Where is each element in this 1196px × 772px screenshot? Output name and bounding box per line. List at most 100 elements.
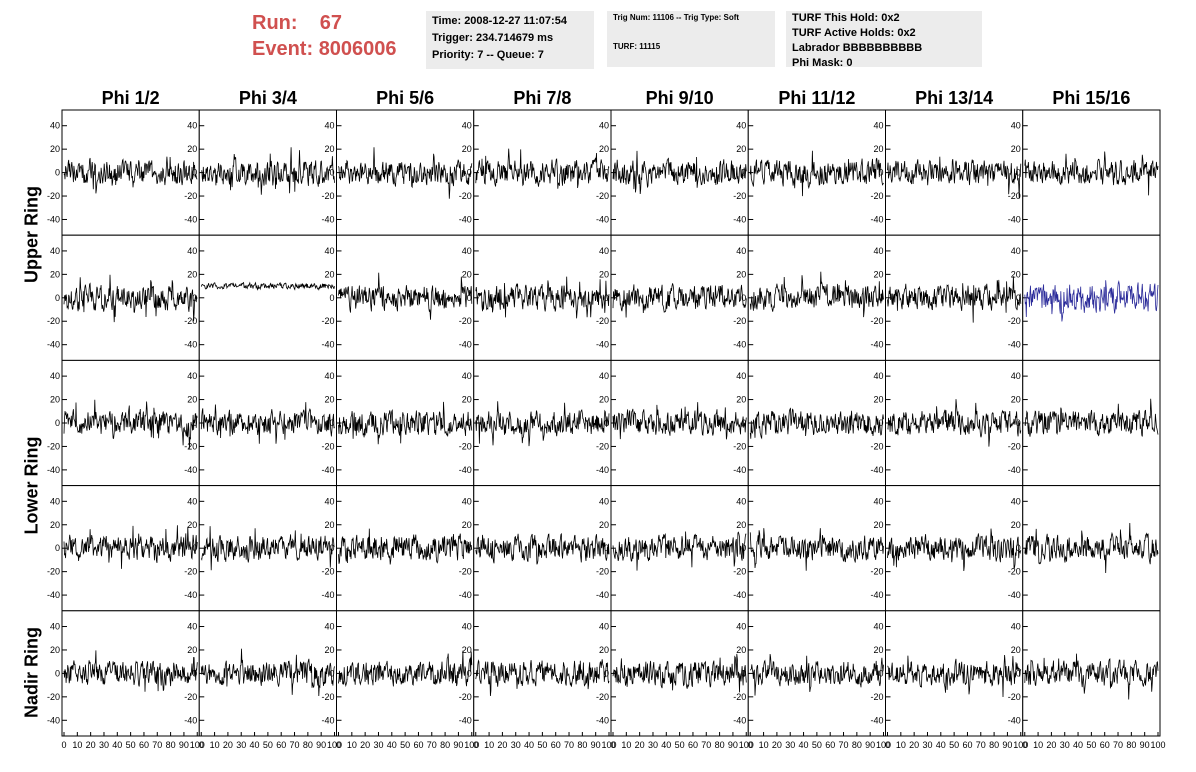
x-tick-label: 90	[316, 740, 326, 750]
y-tick-label: -20	[459, 441, 472, 451]
waveform-trace	[63, 650, 198, 692]
x-tick-label: 70	[1113, 740, 1123, 750]
y-tick-label: 20	[599, 395, 609, 405]
waveform-panel: 40 20 0 -20 -40	[459, 109, 612, 236]
waveform-panel: 40 20 0 -20 -40	[321, 234, 475, 361]
y-tick-label: -20	[733, 316, 746, 326]
x-tick-label: 60	[688, 740, 698, 750]
y-tick-label: -20	[47, 692, 60, 702]
waveform-trace	[1024, 280, 1159, 322]
y-tick-label: 0	[604, 418, 609, 428]
y-tick-label: 40	[599, 622, 609, 632]
x-tick-label: 20	[772, 740, 782, 750]
y-tick-label: -20	[459, 316, 472, 326]
x-tick-label: 60	[962, 740, 972, 750]
y-tick-label: 0	[741, 668, 746, 678]
column-header: Phi 7/8	[513, 88, 572, 108]
y-tick-label: -20	[321, 567, 334, 577]
x-tick-label: 70	[427, 740, 437, 750]
turf-info-box: TURF This Hold: 0x2 TURF Active Holds: 0…	[786, 11, 982, 69]
waveform-panel: 40 20 0 -20 -40	[184, 109, 337, 236]
x-tick-label: 40	[524, 740, 534, 750]
y-tick-label: 0	[878, 418, 883, 428]
y-tick-label: 20	[187, 144, 197, 154]
y-tick-label: -40	[870, 214, 883, 224]
y-tick-label: -20	[596, 692, 609, 702]
time-info-box: Time: 2008-12-27 11:07:54 Trigger: 234.7…	[426, 11, 594, 69]
turf-num-text: TURF: 11115	[613, 42, 661, 51]
priority-text: Priority: 7 -- Queue: 7	[432, 49, 544, 61]
y-tick-label: 0	[467, 668, 472, 678]
x-tick-label: 40	[250, 740, 260, 750]
waveform-panel: 40 20 0 -20 -40	[733, 485, 886, 612]
y-tick-label: 0	[741, 168, 746, 178]
x-tick-label: 70	[564, 740, 574, 750]
y-tick-label: -20	[47, 567, 60, 577]
x-tick-label: 60	[1100, 740, 1110, 750]
x-tick-label: 80	[1126, 740, 1136, 750]
x-tick-label: 0	[748, 740, 753, 750]
y-tick-label: -40	[1008, 214, 1021, 224]
x-tick-label: 90	[591, 740, 601, 750]
waveform-trace	[63, 156, 198, 194]
y-tick-label: 0	[467, 293, 472, 303]
x-tick-label: 80	[852, 740, 862, 750]
waveform-trace	[338, 401, 473, 445]
x-tick-label: 70	[839, 740, 849, 750]
waveform-trace	[63, 525, 198, 569]
x-tick-label: 80	[440, 740, 450, 750]
panel-frame	[198, 610, 337, 737]
y-tick-label: 0	[741, 293, 746, 303]
y-tick-label: 20	[736, 645, 746, 655]
waveform-trace	[887, 654, 1022, 698]
x-tick-label: 90	[179, 740, 189, 750]
waveform-panel: 40 20 0 -20 -40	[47, 359, 200, 487]
x-tick-label: 50	[537, 740, 547, 750]
y-tick-label: 40	[599, 121, 609, 131]
x-tick-label: 10	[621, 740, 631, 750]
waveform-trace	[338, 147, 473, 199]
y-tick-label: 40	[462, 496, 472, 506]
x-tick-label: 100	[327, 740, 342, 750]
waveform-panel: 40 20 0 -20 -40	[1008, 485, 1161, 612]
x-tick-label: 60	[276, 740, 286, 750]
y-tick-label: 0	[878, 293, 883, 303]
waveform-panel: 40 20 0 -20 -40	[459, 610, 612, 737]
panel-frame	[885, 359, 1024, 487]
y-tick-label: 40	[1011, 121, 1021, 131]
y-tick-label: 40	[50, 622, 60, 632]
y-tick-label: -20	[870, 191, 883, 201]
waveform-panel: 40 20 0 -20 -40	[184, 485, 337, 612]
y-tick-label: 20	[187, 269, 197, 279]
y-tick-label: -20	[321, 441, 334, 451]
x-tick-label: 30	[922, 740, 932, 750]
x-tick-label: 90	[865, 740, 875, 750]
x-tick-label: 100	[601, 740, 616, 750]
x-tick-label: 70	[976, 740, 986, 750]
y-tick-label: -20	[1008, 316, 1021, 326]
waveform-panel: 40 20 0 -20 -40	[184, 359, 337, 487]
y-tick-label: 20	[599, 144, 609, 154]
y-tick-label: 20	[187, 645, 197, 655]
x-tick-label: 40	[936, 740, 946, 750]
y-tick-label: 0	[329, 668, 334, 678]
waveform-panel: 40 20 0 -20 -40	[1008, 109, 1161, 236]
waveform-trace	[475, 276, 610, 319]
waveform-panel: 40 20 0 -20 -40	[596, 610, 749, 737]
y-tick-label: 0	[1016, 668, 1021, 678]
x-tick-label: 60	[825, 740, 835, 750]
y-tick-label: 0	[604, 293, 609, 303]
waveform-trace	[887, 528, 1022, 572]
x-tick-label: 50	[949, 740, 959, 750]
y-tick-label: 0	[192, 293, 197, 303]
y-tick-label: -20	[1008, 567, 1021, 577]
y-tick-label: 20	[187, 395, 197, 405]
y-tick-label: 20	[599, 645, 609, 655]
y-tick-label: 0	[329, 543, 334, 553]
waveform-trace	[200, 648, 335, 697]
x-tick-label: 60	[139, 740, 149, 750]
waveform-panel: 40 20 0 -20 -40	[321, 359, 475, 487]
y-tick-label: -20	[47, 191, 60, 201]
y-tick-label: -20	[596, 567, 609, 577]
y-tick-label: -40	[47, 340, 60, 350]
